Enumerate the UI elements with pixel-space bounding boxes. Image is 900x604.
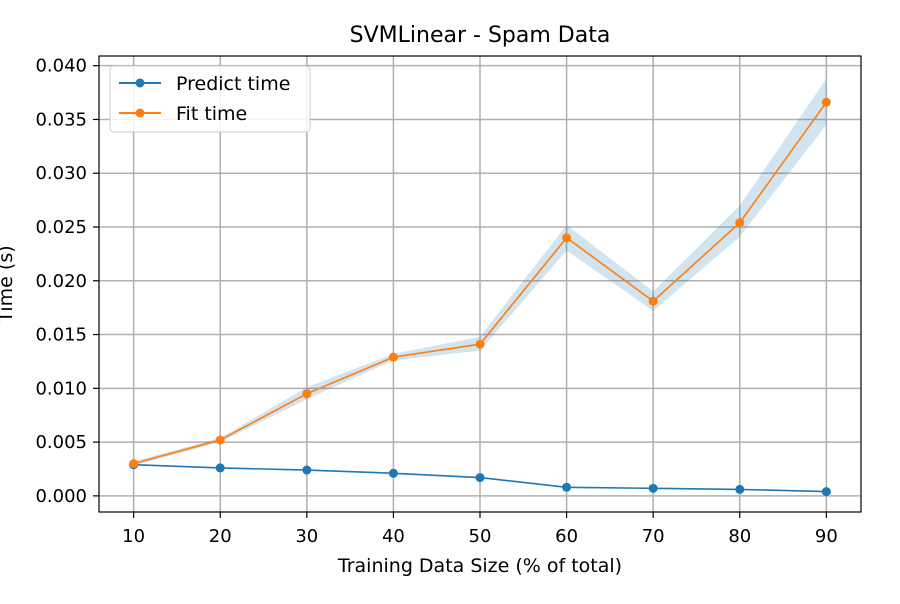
- predict-time-point: [215, 463, 225, 473]
- predict-time-point: [821, 487, 831, 497]
- fit-time-point: [821, 97, 831, 107]
- predict-time-point: [648, 483, 658, 493]
- fit-time-band: [133, 78, 827, 466]
- y-axis-label: Time (s): [0, 245, 17, 323]
- y-tick-label: 0.020: [35, 271, 87, 292]
- fit-time-point: [129, 459, 139, 469]
- fit-time-point: [475, 339, 485, 349]
- x-tick-label: 80: [728, 526, 751, 547]
- fit-time-point: [388, 352, 398, 362]
- x-tick-label: 40: [382, 526, 405, 547]
- x-tick-label: 60: [555, 526, 578, 547]
- legend-predict-marker: [135, 78, 145, 88]
- x-tick-label: 10: [122, 526, 145, 547]
- fit-time-point: [302, 389, 312, 399]
- predict-time-point: [735, 484, 745, 494]
- x-axis-ticks: 10 20 30 40 50 60 70 80 90: [122, 512, 838, 547]
- predict-time-point: [475, 473, 485, 483]
- y-tick-label: 0.010: [35, 378, 87, 399]
- y-tick-label: 0.015: [35, 325, 87, 346]
- x-tick-label: 70: [642, 526, 665, 547]
- y-tick-label: 0.000: [35, 486, 87, 507]
- legend: Predict time Fit time: [109, 65, 311, 133]
- fit-time-point: [648, 296, 658, 306]
- series-points: [129, 97, 831, 497]
- fit-time-point: [562, 233, 572, 243]
- y-tick-label: 0.005: [35, 432, 87, 453]
- y-tick-label: 0.035: [35, 109, 87, 130]
- predict-time-point: [388, 468, 398, 478]
- y-tick-label: 0.040: [35, 56, 87, 77]
- x-axis-label: Training Data Size (% of total): [337, 555, 622, 577]
- x-tick-label: 30: [295, 526, 318, 547]
- legend-fit-marker: [135, 108, 145, 118]
- y-tick-label: 0.025: [35, 217, 87, 238]
- fit-time-point: [735, 218, 745, 228]
- chart-title: SVMLinear - Spam Data: [350, 23, 611, 48]
- legend-label-fit-time: Fit time: [176, 103, 247, 125]
- fit-time-point: [215, 435, 225, 445]
- legend-label-predict-time: Predict time: [176, 73, 290, 95]
- y-tick-label: 0.030: [35, 163, 87, 184]
- predict-time-point: [562, 482, 572, 492]
- x-tick-label: 90: [815, 526, 838, 547]
- x-tick-label: 50: [469, 526, 492, 547]
- predict-time-point: [302, 465, 312, 475]
- fit-time-confidence-band: [133, 78, 827, 466]
- y-axis-ticks: 0.000 0.005 0.010 0.015 0.020 0.025 0.030 0.035…: [35, 56, 99, 507]
- x-tick-label: 20: [209, 526, 232, 547]
- grid-lines: [99, 56, 861, 512]
